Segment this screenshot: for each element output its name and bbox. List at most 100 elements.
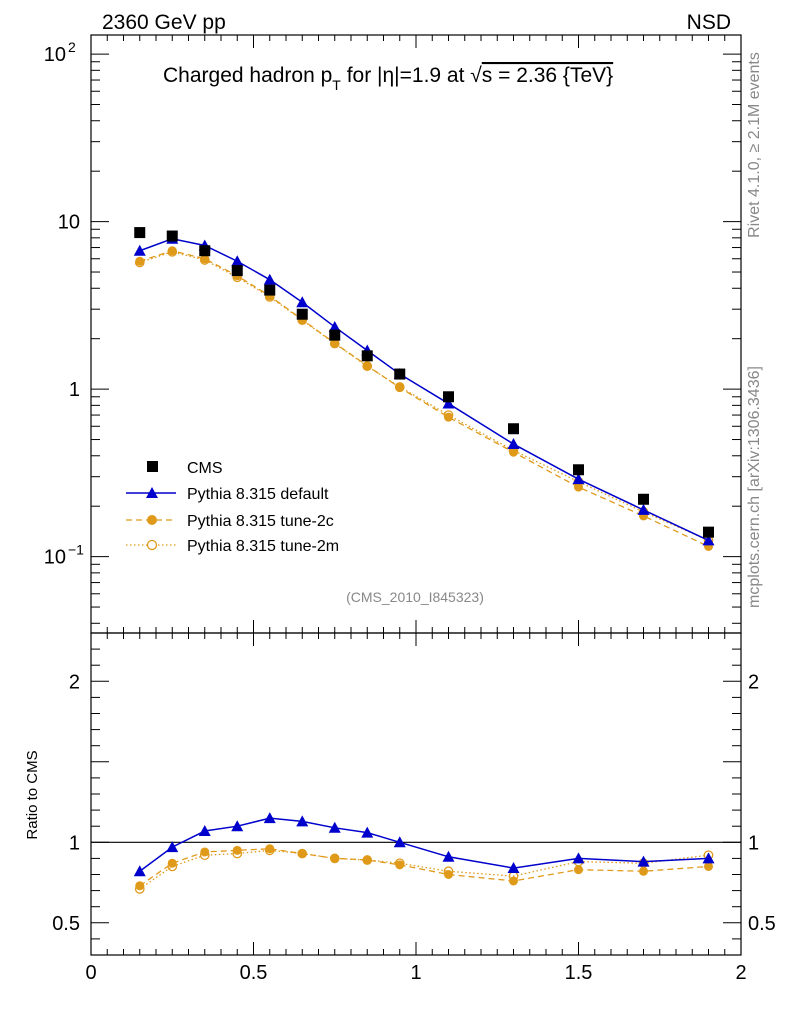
data-point-cms bbox=[231, 265, 243, 277]
data-point-pythia-8-315-tune-2c bbox=[167, 246, 177, 256]
data-point-cms bbox=[573, 464, 584, 476]
ratio-y-tick-label-left: 1 bbox=[69, 832, 80, 854]
legend: CMS Pythia 8.315 default Pythia 8.315 tu… bbox=[126, 460, 339, 555]
ratio-point-pythia-8-315-tune-2c bbox=[639, 866, 648, 876]
data-point-cms bbox=[264, 284, 276, 296]
y-tick-exponent: 2 bbox=[68, 39, 76, 55]
y-tick-label: 10 bbox=[44, 547, 66, 569]
ratio-point-pythia-8-315-default bbox=[231, 820, 244, 832]
main-ticks bbox=[90, 35, 742, 633]
data-point-cms bbox=[296, 308, 308, 320]
ratio-point-pythia-8-315-tune-2c bbox=[297, 849, 307, 859]
ratio-y-tick-label-left: 2 bbox=[69, 671, 80, 693]
chart-title: Charged hadron pT for |η|=1.9 at √s = 2.… bbox=[163, 64, 613, 93]
ratio-ticks bbox=[90, 632, 742, 956]
ratio-point-pythia-8-315-tune-2c bbox=[395, 860, 405, 870]
ratio-point-pythia-8-315-tune-2c bbox=[265, 844, 275, 854]
data-point-cms bbox=[134, 227, 146, 239]
rivet-version-label: Rivet 4.1.0, ≥ 2.1M events bbox=[746, 52, 763, 238]
x-tick-label: 0 bbox=[85, 962, 96, 984]
ratio-point-pythia-8-315-default bbox=[572, 852, 585, 864]
data-point-pythia-8-315-default bbox=[263, 273, 276, 285]
header-left-label: 2360 GeV pp bbox=[102, 11, 226, 34]
legend-marker-default bbox=[146, 487, 158, 498]
x-tick-label: 0.5 bbox=[240, 962, 268, 984]
ratio-y-tick-label-left: 0.5 bbox=[52, 913, 80, 935]
legend-marker-tune-2m bbox=[146, 539, 158, 551]
data-point-pythia-8-315-default bbox=[296, 296, 309, 308]
legend-entry-cms: CMS bbox=[147, 460, 223, 477]
ratio-point-pythia-8-315-tune-2c bbox=[232, 845, 242, 855]
data-point-pythia-8-315-default bbox=[572, 473, 585, 485]
ratio-series bbox=[133, 812, 715, 894]
x-tick-label: 1.5 bbox=[565, 962, 593, 984]
data-point-cms bbox=[361, 350, 373, 362]
data-point-pythia-8-315-default bbox=[133, 244, 146, 256]
header-right-label: NSD bbox=[687, 11, 731, 34]
y-tick-exponent: −1 bbox=[68, 542, 84, 558]
data-point-pythia-8-315-default bbox=[231, 255, 244, 267]
ratio-point-pythia-8-315-tune-2c bbox=[704, 861, 713, 871]
ratio-point-pythia-8-315-default bbox=[702, 852, 715, 864]
data-point-pythia-8-315-tune-2c bbox=[574, 482, 583, 492]
ratio-point-pythia-8-315-default bbox=[507, 862, 520, 874]
data-point-pythia-8-315-default bbox=[328, 320, 341, 332]
legend-marker-cms bbox=[147, 461, 158, 472]
y-tick-label: 10 bbox=[44, 44, 66, 66]
ratio-point-pythia-8-315-tune-2c bbox=[330, 853, 340, 863]
main-series bbox=[133, 227, 715, 551]
ratio-point-pythia-8-315-tune-2c bbox=[509, 876, 518, 886]
data-point-cms bbox=[508, 423, 519, 435]
data-point-pythia-8-315-tune-2c bbox=[330, 338, 340, 348]
ratio-point-pythia-8-315-tune-2c bbox=[362, 855, 372, 865]
ratio-point-pythia-8-315-default bbox=[637, 855, 650, 867]
x-tick-label: 2 bbox=[735, 962, 746, 984]
ratio-point-pythia-8-315-default bbox=[442, 850, 455, 862]
ratio-point-pythia-8-315-default bbox=[133, 865, 146, 877]
mcplots-label: mcplots.cern.ch [arXiv:1306.3436] bbox=[746, 366, 763, 608]
data-point-pythia-8-315-tune-2c bbox=[444, 412, 453, 422]
data-point-pythia-8-315-tune-2c bbox=[135, 256, 145, 266]
series-line-pythia-8-315-tune-2c bbox=[139, 250, 709, 548]
data-point-pythia-8-315-default bbox=[442, 397, 455, 409]
x-tick-labels: 0 0.5 1 1.5 2 bbox=[85, 962, 746, 984]
legend-label-tune-2c: Pythia 8.315 tune-2c bbox=[187, 513, 334, 530]
y-tick-label: 10 bbox=[58, 212, 80, 234]
data-point-pythia-8-315-tune-2c bbox=[362, 361, 372, 371]
ratio-y-tick-label-right: 0.5 bbox=[748, 913, 776, 935]
data-point-pythia-8-315-default bbox=[702, 534, 715, 546]
data-point-pythia-8-315-tune-2c bbox=[200, 254, 210, 264]
ratio-y-axis-label: Ratio to CMS bbox=[24, 750, 41, 839]
data-point-pythia-8-315-default bbox=[507, 438, 520, 450]
ratio-point-pythia-8-315-default bbox=[361, 826, 374, 838]
data-point-pythia-8-315-tune-2c bbox=[509, 447, 518, 457]
ratio-point-pythia-8-315-tune-2c bbox=[574, 865, 583, 875]
ratio-point-pythia-8-315-default bbox=[328, 821, 341, 833]
analysis-label: (CMS_2010_I845323) bbox=[346, 589, 484, 605]
x-tick-label: 1 bbox=[410, 962, 421, 984]
ratio-point-pythia-8-315-tune-2c bbox=[444, 870, 453, 879]
data-point-cms bbox=[703, 526, 714, 538]
legend-label-default: Pythia 8.315 default bbox=[187, 486, 329, 503]
ratio-point-pythia-8-315-tune-2c bbox=[135, 881, 145, 891]
legend-entry-default: Pythia 8.315 default bbox=[126, 486, 329, 503]
ratio-point-pythia-8-315-default bbox=[166, 841, 179, 853]
ratio-y-tick-labels: 0.5 0.5 1 1 2 2 bbox=[52, 671, 776, 935]
legend-label-tune-2m: Pythia 8.315 tune-2m bbox=[187, 538, 339, 555]
ratio-line-pythia-8-315-tune-2c bbox=[139, 848, 709, 887]
legend-marker-tune-2c bbox=[147, 515, 157, 525]
legend-label-cms: CMS bbox=[187, 460, 223, 477]
ratio-point-pythia-8-315-default bbox=[263, 812, 276, 824]
ratio-panel: 0.5 0.5 1 1 2 2 Ratio to CMS bbox=[24, 632, 776, 956]
data-point-cms bbox=[394, 368, 406, 380]
data-point-cms bbox=[329, 329, 341, 341]
data-point-pythia-8-315-tune-2c bbox=[395, 383, 405, 393]
data-point-cms bbox=[443, 391, 454, 403]
legend-entry-tune-2c: Pythia 8.315 tune-2c bbox=[126, 513, 334, 530]
ratio-y-tick-label-right: 2 bbox=[748, 671, 759, 693]
data-point-cms bbox=[166, 230, 178, 242]
data-point-cms bbox=[199, 245, 211, 257]
